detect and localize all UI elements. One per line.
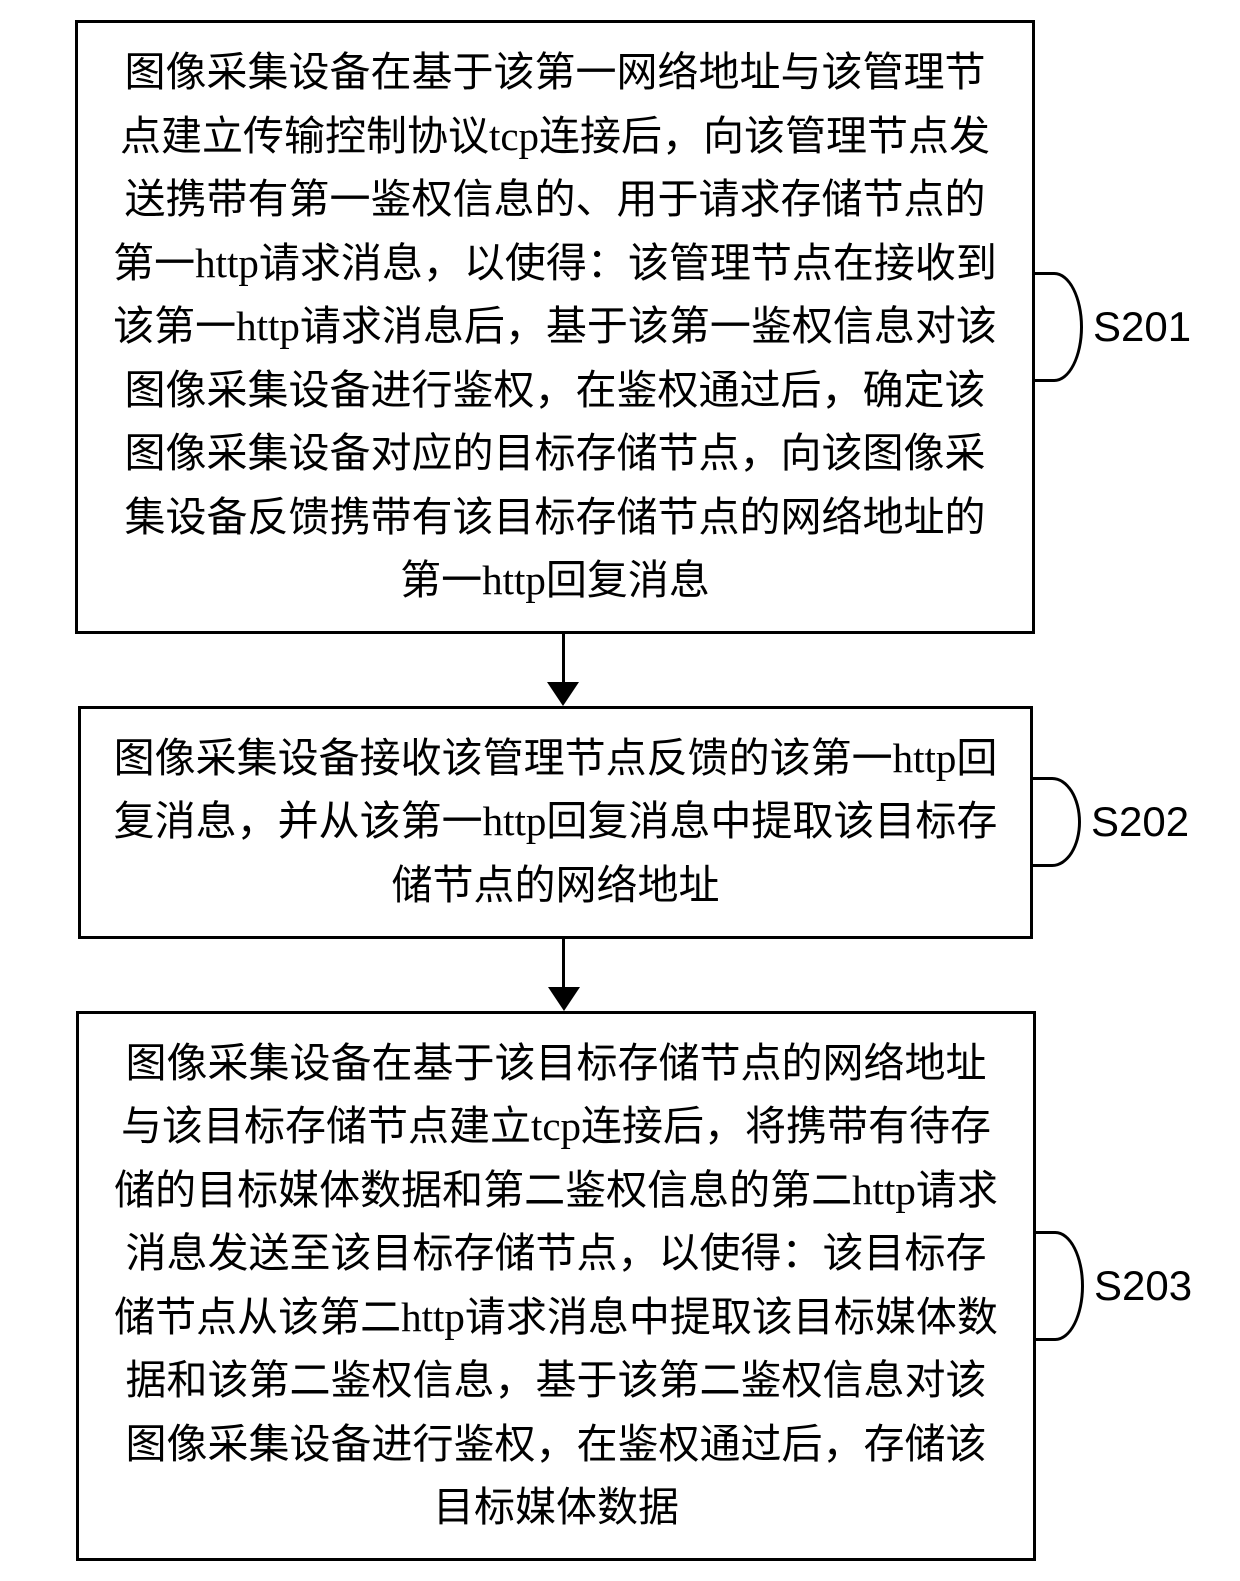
step-label-s202: S202 xyxy=(1091,798,1189,846)
step-box-s203: 图像采集设备在基于该目标存储节点的网络地址与该目标存储节点建立tcp连接后，将携… xyxy=(76,1011,1036,1561)
arrowhead-down-icon xyxy=(548,987,580,1011)
step-text: 图像采集设备在基于该第一网络地址与该管理节点建立传输控制协议tcp连接后，向该管… xyxy=(113,49,997,603)
label-curve xyxy=(1035,272,1083,382)
connector-arrow xyxy=(547,634,579,706)
connector-line xyxy=(562,939,565,987)
step-label-s203: S203 xyxy=(1094,1262,1192,1310)
step-text: 图像采集设备在基于该目标存储节点的网络地址与该目标存储节点建立tcp连接后，将携… xyxy=(114,1040,998,1531)
step-box-s201: 图像采集设备在基于该第一网络地址与该管理节点建立传输控制协议tcp连接后，向该管… xyxy=(75,20,1035,634)
step-row-s203: 图像采集设备在基于该目标存储节点的网络地址与该目标存储节点建立tcp连接后，将携… xyxy=(20,1011,1220,1561)
step-label-s201: S201 xyxy=(1093,303,1191,351)
arrowhead-down-icon xyxy=(547,682,579,706)
connector-line xyxy=(562,634,565,682)
flowchart-container: 图像采集设备在基于该第一网络地址与该管理节点建立传输控制协议tcp连接后，向该管… xyxy=(20,20,1220,1561)
step-box-s202: 图像采集设备接收该管理节点反馈的该第一http回复消息，并从该第一http回复消… xyxy=(78,706,1033,939)
label-curve xyxy=(1036,1231,1084,1341)
step-row-s201: 图像采集设备在基于该第一网络地址与该管理节点建立传输控制协议tcp连接后，向该管… xyxy=(20,20,1220,634)
step-row-s202: 图像采集设备接收该管理节点反馈的该第一http回复消息，并从该第一http回复消… xyxy=(20,706,1220,939)
connector-arrow xyxy=(548,939,580,1011)
step-text: 图像采集设备接收该管理节点反馈的该第一http回复消息，并从该第一http回复消… xyxy=(114,735,998,908)
label-curve xyxy=(1033,777,1081,867)
